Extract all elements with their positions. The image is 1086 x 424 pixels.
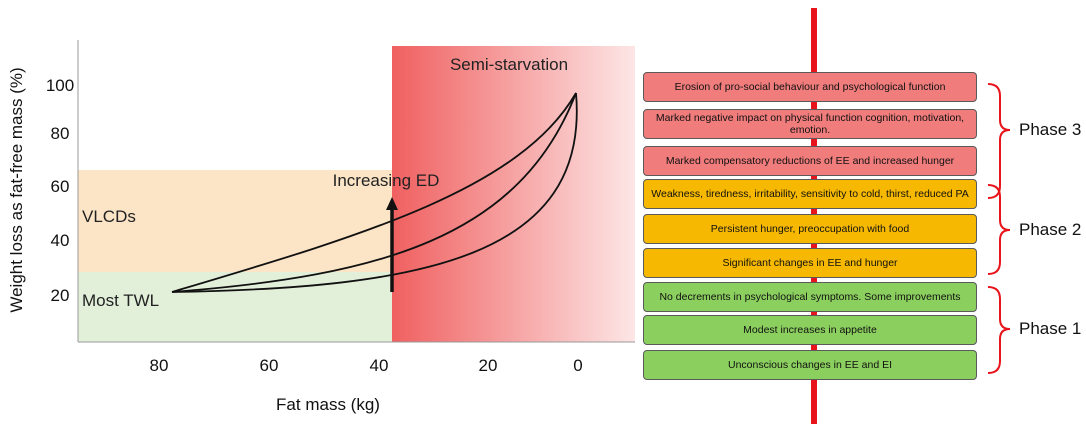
twl-zone xyxy=(78,272,392,342)
increasing-ed-label: Increasing ED xyxy=(333,171,440,190)
trajectory-curve-lower xyxy=(171,92,578,293)
phase2-item-persistent-hunger: Persistent hunger, preoccupation with fo… xyxy=(643,214,977,244)
phase2-bracket xyxy=(987,184,1011,275)
phase3-item-physical-cognitive-impact: Marked negative impact on physical funct… xyxy=(643,109,977,139)
y-tick-label: 40 xyxy=(51,231,70,250)
x-tick-label: 60 xyxy=(260,356,279,375)
arrow-head-icon xyxy=(386,197,398,210)
y-tick-label: 20 xyxy=(51,286,70,305)
phase1-item-modest-appetite: Modest increases in appetite xyxy=(643,315,977,345)
phase2-item-ee-hunger-changes: Significant changes in EE and hunger xyxy=(643,248,977,278)
trajectory-curve-upper xyxy=(171,92,577,293)
semi-starvation-zone xyxy=(392,46,635,342)
most-twl-label: Most TWL xyxy=(82,291,159,310)
y-axis-label: Weight loss as fat-free mass (%) xyxy=(7,67,26,312)
phase3-bracket xyxy=(987,83,1011,199)
x-tick-label: 20 xyxy=(479,356,498,375)
phase1-label: Phase 1 xyxy=(1019,319,1082,338)
trajectory-curve-middle xyxy=(171,92,577,293)
y-tick-label: 100 xyxy=(46,76,74,95)
phase1-bracket xyxy=(987,286,1011,374)
phase2-label: Phase 2 xyxy=(1019,220,1082,239)
phase1-item-no-decrements: No decrements in psychological symptoms.… xyxy=(643,282,977,312)
semi-starvation-label: Semi-starvation xyxy=(450,55,568,74)
y-tick-label: 80 xyxy=(51,124,70,143)
phase1-item-unconscious-changes: Unconscious changes in EE and EI xyxy=(643,350,977,380)
phase3-item-compensatory-reductions: Marked compensatory reductions of EE and… xyxy=(643,146,977,176)
x-axis-label: Fat mass (kg) xyxy=(276,395,380,414)
phase3-item-pro-social-erosion: Erosion of pro-social behaviour and psyc… xyxy=(643,72,977,102)
phase2-item-weakness: Weakness, tiredness, irritability, sensi… xyxy=(643,179,977,209)
y-tick-label: 60 xyxy=(51,177,70,196)
vlcd-zone xyxy=(78,170,392,272)
x-tick-label: 40 xyxy=(370,356,389,375)
x-tick-label: 80 xyxy=(150,356,169,375)
phase3-label: Phase 3 xyxy=(1019,120,1082,139)
x-tick-label: 0 xyxy=(573,356,582,375)
vlcds-label: VLCDs xyxy=(82,207,136,226)
